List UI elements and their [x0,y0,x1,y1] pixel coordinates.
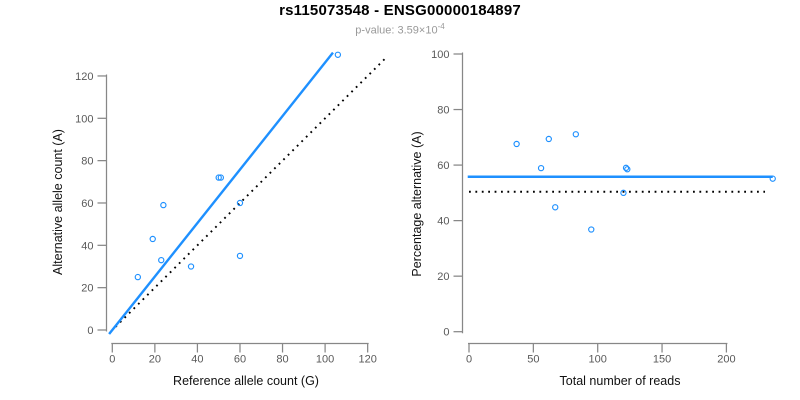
y-tick-label: 40 [81,240,93,252]
x-tick-label: 100 [589,354,607,366]
y-tick-label: 100 [75,113,93,125]
y-tick-label: 80 [81,156,93,168]
identity-line [114,56,388,328]
y-tick-label: 0 [87,325,93,337]
y-tick-label: 80 [437,105,449,117]
data-point [513,140,520,148]
data-point [572,131,579,138]
data-point [187,263,195,270]
data-point [236,252,244,260]
data-point [217,174,225,181]
x-tick-label: 50 [527,354,539,366]
x-tick-label: 150 [653,354,671,366]
data-point [620,189,627,197]
data-point [537,164,545,172]
y-tick-label: 60 [437,160,449,172]
data-point [236,199,244,207]
y-tick-label: 120 [75,71,93,83]
data-point [624,166,631,173]
x-tick-label: 20 [149,354,161,366]
x-tick-label: 40 [191,354,203,366]
percentage-scatter-panel: 0 20 40 60 80 100 0 50 100 150 200 [431,49,776,366]
x-tick-label: 60 [234,354,246,366]
data-point [622,164,630,172]
data-point [334,51,342,58]
right-xaxis-title: Total number of reads [559,374,681,388]
left-yaxis-title: Alternative allele count (A) [51,129,65,275]
data-point [215,174,222,181]
data-point [769,175,776,182]
data-point [545,135,552,143]
x-tick-label: 0 [466,354,472,366]
y-tick-label: 40 [437,216,449,228]
pvalue-text: p-value: 3.59×10 [355,24,438,37]
data-point [158,256,165,264]
y-tick-label: 20 [81,283,93,295]
left-xaxis-title: Reference allele count (G) [173,374,319,388]
y-tick-label: 100 [431,49,449,61]
data-point [160,201,167,209]
data-point [134,273,142,281]
figure-title: rs115073548 - ENSG00000184897 [279,2,521,19]
x-tick-label: 200 [717,354,735,366]
x-tick-label: 100 [316,354,334,366]
data-point [552,204,559,211]
y-tick-label: 20 [437,271,449,283]
y-tick-label: 60 [81,198,93,210]
figure-subtitle: p-value: 3.59×10-4 [0,22,800,37]
x-tick-label: 0 [109,354,115,366]
allele-count-scatter-panel: 0 20 40 60 80 100 120 0 20 40 60 80 100 120 [75,51,388,366]
x-tick-label: 120 [358,354,376,366]
data-point [588,226,595,233]
fit-line [108,51,334,335]
x-tick-label: 80 [276,354,288,366]
data-point [149,235,156,243]
right-yaxis-title: Percentage alternative (A) [410,131,424,277]
pvalue-exponent: -4 [437,22,445,31]
y-tick-label: 0 [443,327,449,339]
